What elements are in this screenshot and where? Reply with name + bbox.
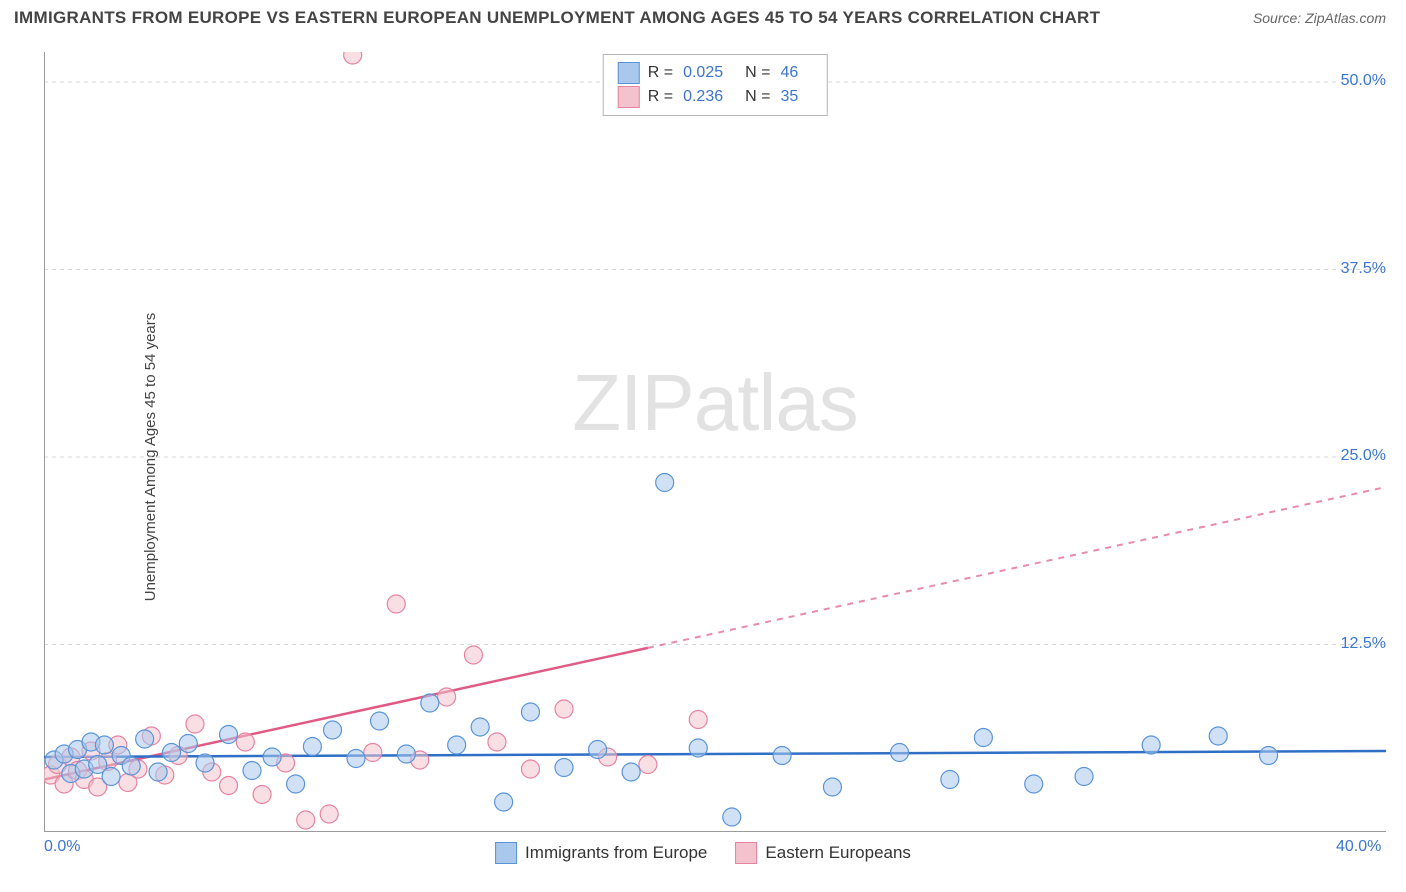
swatch-pink — [735, 842, 757, 864]
legend-row-blue: R = 0.025 N = 46 — [618, 61, 813, 85]
chart-title: IMMIGRANTS FROM EUROPE VS EASTERN EUROPE… — [14, 8, 1100, 28]
swatch-pink — [618, 86, 640, 108]
legend-row-pink: R = 0.236 N = 35 — [618, 85, 813, 109]
legend-item-pink: Eastern Europeans — [735, 842, 911, 864]
legend-series: Immigrants from Europe Eastern Europeans — [495, 842, 911, 864]
source-label: Source: ZipAtlas.com — [1253, 10, 1386, 26]
scatter-chart — [44, 52, 1386, 832]
series-label-pink: Eastern Europeans — [765, 843, 911, 863]
r-value-blue: 0.025 — [683, 61, 723, 85]
n-value-pink: 35 — [780, 85, 798, 109]
swatch-blue — [495, 842, 517, 864]
y-tick-label: 25.0% — [1341, 447, 1386, 465]
plot-area: ZIPatlas R = 0.025 N = 46 R = 0.236 N = … — [44, 52, 1386, 832]
r-label: R = — [648, 85, 673, 109]
source-site: ZipAtlas.com — [1305, 10, 1386, 26]
n-label: N = — [745, 85, 770, 109]
chart-wrap: Unemployment Among Ages 45 to 54 years Z… — [0, 32, 1406, 882]
x-tick-label: 0.0% — [44, 838, 80, 856]
source-prefix: Source: — [1253, 10, 1305, 26]
y-tick-label: 50.0% — [1341, 72, 1386, 90]
y-tick-label: 12.5% — [1341, 635, 1386, 653]
r-label: R = — [648, 61, 673, 85]
n-label: N = — [745, 61, 770, 85]
y-tick-label: 37.5% — [1341, 260, 1386, 278]
series-label-blue: Immigrants from Europe — [525, 843, 707, 863]
legend-correlation-box: R = 0.025 N = 46 R = 0.236 N = 35 — [603, 54, 828, 116]
x-tick-label: 40.0% — [1336, 838, 1381, 856]
title-bar: IMMIGRANTS FROM EUROPE VS EASTERN EUROPE… — [0, 0, 1406, 32]
swatch-blue — [618, 62, 640, 84]
n-value-blue: 46 — [780, 61, 798, 85]
legend-item-blue: Immigrants from Europe — [495, 842, 707, 864]
r-value-pink: 0.236 — [683, 85, 723, 109]
